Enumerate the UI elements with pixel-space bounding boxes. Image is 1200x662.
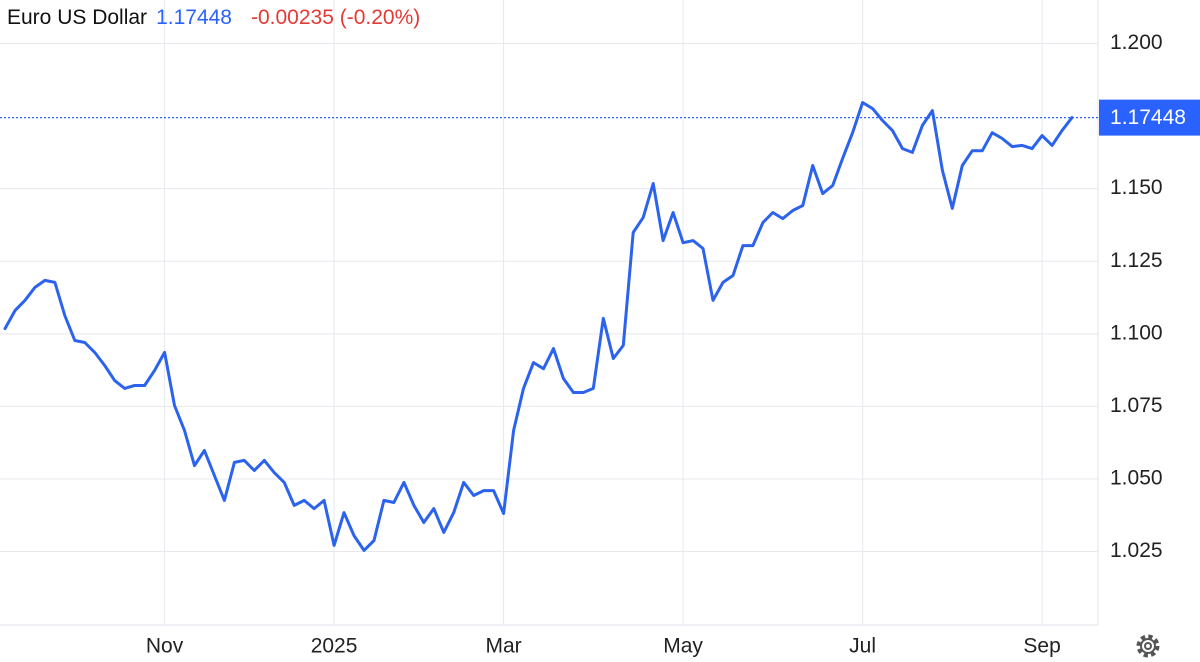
x-tick-label: Sep [1023, 635, 1060, 658]
x-tick-label: Nov [146, 635, 184, 658]
header: Euro US Dollar 1.17448 -0.00235 (-0.20%) [7, 6, 420, 30]
last-price-label: 1.17448 [1110, 106, 1186, 129]
instrument-name: Euro US Dollar [7, 6, 148, 29]
y-tick-label: 1.200 [1110, 31, 1163, 54]
x-tick-label: Jul [849, 635, 876, 658]
settings-icon[interactable] [1136, 634, 1160, 658]
last-price-box [1099, 99, 1200, 136]
price-line [3, 101, 1074, 552]
price-change: -0.00235 (-0.20%) [250, 6, 421, 29]
y-tick-label: 1.050 [1110, 467, 1163, 490]
y-tick-label: 1.100 [1110, 321, 1163, 344]
y-tick-label: 1.150 [1110, 176, 1163, 199]
settings-icon-hub[interactable] [1144, 642, 1152, 650]
x-tick-label: May [663, 635, 703, 658]
x-tick-label: 2025 [311, 635, 358, 658]
x-tick-label: Mar [486, 635, 522, 658]
y-tick-label: 1.075 [1110, 394, 1163, 417]
y-tick-label: 1.125 [1110, 249, 1163, 272]
last-price: 1.17448 [156, 6, 232, 29]
settings-icon-ring[interactable] [1140, 638, 1156, 654]
settings-icon-teeth[interactable] [1136, 634, 1160, 658]
y-tick-label: 1.025 [1110, 539, 1163, 562]
